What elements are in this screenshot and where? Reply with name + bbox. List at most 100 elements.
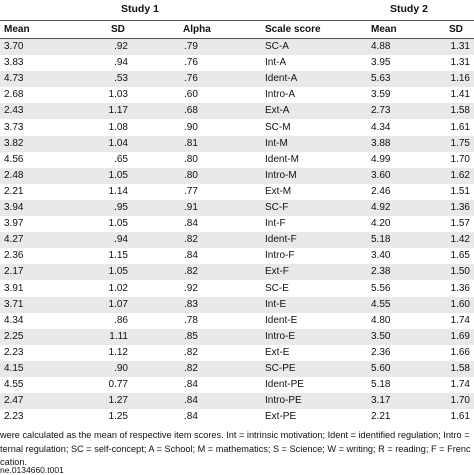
table-row: 3.97 1.05 .84 Int-F 4.20 1.57 — [0, 216, 474, 233]
cell-mean1: 2.17 — [4, 266, 24, 278]
cell-sd1: 1.05 — [108, 218, 128, 230]
cell-scale: SC-A — [265, 41, 289, 52]
cell-mean1: 3.70 — [4, 41, 24, 52]
cell-sd2: 1.58 — [450, 105, 470, 117]
cell-sd1: .86 — [114, 314, 128, 326]
cell-scale: Ident-E — [265, 314, 298, 326]
table-row: 3.94 .95 .91 SC-F 4.92 1.36 — [0, 200, 474, 216]
cell-scale: SC-F — [265, 202, 289, 213]
footnote-line-2: ternal regulation; SC = self-concept; A … — [0, 444, 471, 454]
cell-sd1: 1.11 — [109, 330, 128, 342]
cell-alpha: .90 — [184, 121, 198, 133]
cell-mean1: 3.73 — [4, 121, 24, 133]
cell-mean1: 4.34 — [4, 314, 24, 326]
cell-sd2: 1.74 — [450, 379, 470, 391]
table-row: 2.36 1.15 .84 Intro-F 3.40 1.65 — [0, 248, 474, 265]
cell-scale: Intro-M — [265, 169, 297, 181]
cell-mean1: 2.21 — [4, 185, 24, 197]
cell-mean2: 5.18 — [371, 379, 391, 391]
cell-sd1: 1.03 — [108, 89, 128, 101]
cell-sd1: 1.12 — [108, 346, 128, 358]
cell-sd2: 1.36 — [450, 282, 470, 294]
cell-mean2: 3.59 — [371, 89, 391, 101]
study1-heading: Study 1 — [121, 3, 159, 15]
cell-sd1: 1.14 — [108, 185, 128, 197]
cell-scale: SC-M — [265, 121, 291, 133]
cell-scale: Ident-PE — [265, 379, 304, 391]
col-scale-header: Scale score — [265, 24, 321, 35]
table-row: 2.25 1.11 .85 Intro-E 3.50 1.69 — [0, 328, 474, 345]
cell-sd2: 1.69 — [450, 330, 470, 342]
table-row: 4.27 .94 .82 Ident-F 5.18 1.42 — [0, 232, 474, 249]
cell-sd2: 1.50 — [450, 266, 470, 278]
table-row: 2.23 1.12 .82 Ext-E 2.36 1.66 — [0, 344, 474, 361]
cell-mean2: 2.46 — [371, 185, 391, 197]
cell-scale: Ext-E — [265, 346, 290, 358]
cell-sd2: 1.65 — [450, 250, 470, 262]
cell-mean1: 2.48 — [4, 169, 24, 181]
cell-scale: Ident-A — [265, 73, 298, 85]
cell-scale: Ident-M — [265, 153, 299, 165]
cell-mean1: 4.15 — [4, 363, 24, 374]
header-rule-bottom — [0, 38, 474, 39]
cell-alpha: .78 — [184, 314, 198, 326]
cell-sd2: 1.74 — [450, 314, 470, 326]
cell-sd1: .92 — [114, 41, 128, 52]
study2-heading: Study 2 — [390, 3, 428, 15]
table-row: 3.83 .94 .76 Int-A 3.95 1.31 — [0, 55, 474, 72]
cell-sd2: 1.31 — [450, 57, 470, 69]
cell-sd2: 1.62 — [450, 169, 470, 181]
cell-alpha: .84 — [184, 379, 198, 391]
col-sd2-header: SD — [449, 24, 463, 35]
cell-sd1: .65 — [114, 153, 128, 165]
cell-sd1: 1.07 — [108, 298, 128, 310]
cell-alpha: .81 — [184, 137, 198, 149]
cell-sd1: .90 — [114, 363, 128, 374]
cell-alpha: .68 — [184, 105, 198, 117]
col-sd1-header: SD — [111, 24, 125, 35]
cell-mean1: 2.25 — [4, 330, 24, 342]
table-row: 3.82 1.04 .81 Int-M 3.88 1.75 — [0, 135, 474, 152]
cell-sd2: 1.70 — [450, 153, 470, 165]
cell-sd2: 1.75 — [450, 137, 470, 149]
cell-sd2: 1.51 — [450, 185, 470, 197]
cell-sd1: .53 — [114, 73, 128, 85]
cell-scale: Intro-A — [265, 89, 296, 101]
doi-text: ne.0134660.t001 — [0, 466, 64, 475]
table-row: 2.21 1.14 .77 Ext-M 2.46 1.51 — [0, 183, 474, 200]
cell-sd2: 1.61 — [450, 121, 470, 133]
cell-sd1: 1.08 — [108, 121, 128, 133]
cell-mean2: 3.17 — [371, 395, 391, 407]
table-row: 4.15 .90 .82 SC-PE 5.60 1.58 — [0, 361, 474, 377]
cell-mean1: 2.68 — [4, 89, 24, 101]
header-rule-top — [0, 20, 474, 21]
cell-alpha: .84 — [184, 395, 198, 407]
cell-sd2: 1.57 — [450, 218, 470, 230]
cell-sd1: 1.15 — [108, 250, 128, 262]
cell-sd2: 1.41 — [450, 89, 470, 101]
cell-scale: Ext-A — [265, 105, 290, 117]
table-row: 2.48 1.05 .80 Intro-M 3.60 1.62 — [0, 167, 474, 184]
cell-sd2: 1.61 — [450, 411, 470, 423]
cell-sd2: 1.36 — [450, 202, 470, 213]
cell-scale: Int-M — [265, 137, 288, 149]
cell-mean1: 2.43 — [4, 105, 24, 117]
cell-mean2: 3.95 — [371, 57, 391, 69]
cell-alpha: .91 — [184, 202, 198, 213]
cell-sd1: 1.27 — [108, 395, 128, 407]
cell-alpha: .80 — [184, 153, 198, 165]
cell-mean2: 4.20 — [371, 218, 391, 230]
table-row: 4.73 .53 .76 Ident-A 5.63 1.16 — [0, 71, 474, 88]
cell-mean2: 3.60 — [371, 169, 391, 181]
cell-scale: Int-F — [265, 218, 286, 230]
cell-sd1: 1.05 — [108, 266, 128, 278]
cell-sd2: 1.66 — [450, 346, 470, 358]
cell-scale: Ext-F — [265, 266, 289, 278]
cell-mean2: 4.80 — [371, 314, 391, 326]
cell-mean2: 4.92 — [371, 202, 391, 213]
cell-sd2: 1.42 — [450, 234, 470, 246]
cell-sd1: .94 — [114, 57, 128, 69]
cell-scale: Intro-E — [265, 330, 296, 342]
table-header-area — [0, 0, 474, 20]
table-row: 3.73 1.08 .90 SC-M 4.34 1.61 — [0, 119, 474, 136]
